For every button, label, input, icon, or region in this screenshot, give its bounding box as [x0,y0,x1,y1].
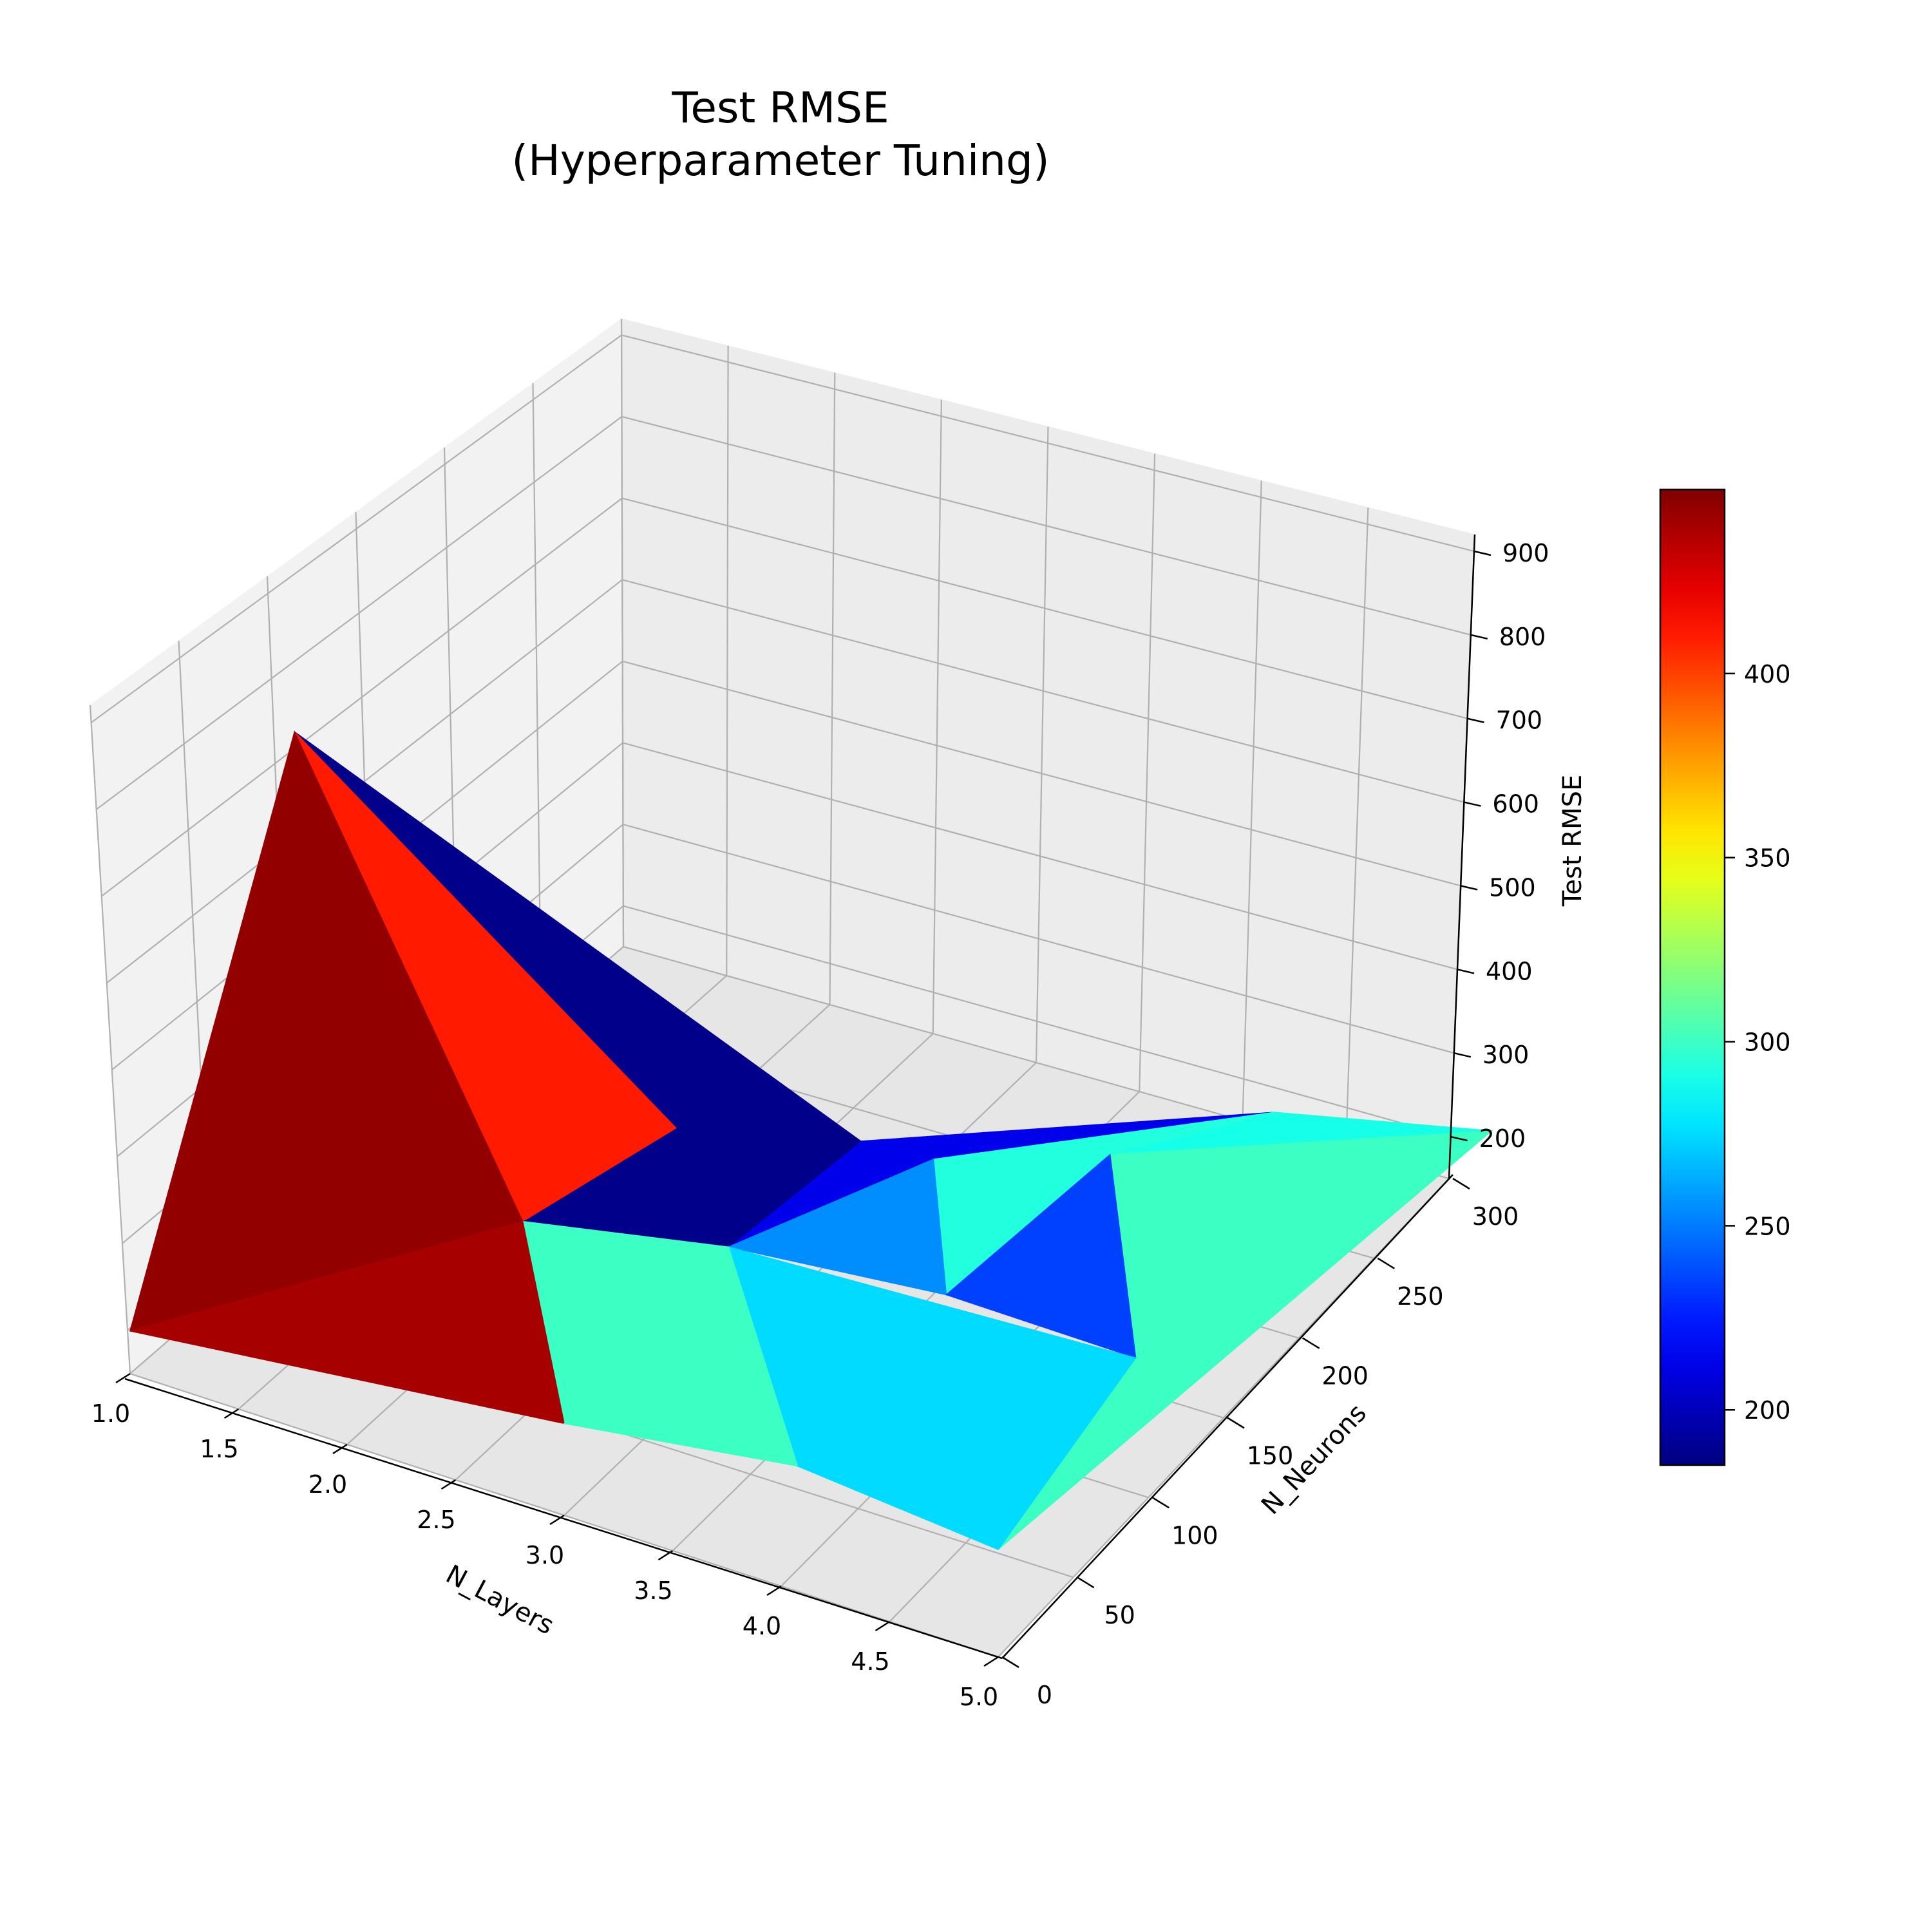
z-tick-mark [1457,969,1475,974]
surface [129,730,1493,1551]
x-tick-label: 5.0 [960,1683,998,1711]
tick-labels: 1.0 1.5 2.0 2.5 3.0 3.5 4.0 4.5 5.0 0 50 100 150 200 2… [91,539,1549,1711]
z-tick-mark [1454,1052,1472,1058]
y-tick-label: 0 [1037,1681,1052,1709]
x-tick-mark [766,1585,782,1596]
z-tick-label: 800 [1499,623,1546,651]
y-tick-mark [1227,1417,1245,1429]
x-tick-label: 2.5 [417,1506,455,1534]
z-tick-label: 600 [1492,790,1539,819]
y-gridline [620,318,1450,1180]
x-tick-mark [223,1408,240,1419]
z-axis-line [1448,534,1476,1179]
surface-triangle [796,1357,1137,1551]
z-tick-label: 700 [1496,706,1543,735]
x-tick-label: 1.5 [200,1435,238,1463]
x-tick-mark [332,1443,348,1455]
colorbar-gradient [1659,488,1726,1466]
z-tick-label: 200 [1479,1124,1526,1153]
colorbar: 200 250 300 350 400 [1659,488,1791,1466]
z-tick-mark [1464,801,1481,807]
colorbar-tick-label: 300 [1744,1028,1791,1057]
surface-triangle [726,1159,947,1296]
y-tick-label: 150 [1247,1442,1294,1470]
colorbar-tick-label: 350 [1744,844,1791,873]
z-tick-mark [1470,634,1488,640]
y-tick-mark [1377,1257,1395,1269]
x-tick-label: 2.0 [308,1470,347,1499]
x-axis-label: N_Layers [441,1559,559,1640]
x-tick-mark [875,1620,891,1632]
y-tick-mark [1302,1337,1320,1349]
colorbar-tick-label: 200 [1744,1396,1791,1425]
y-tick-mark [1077,1577,1095,1589]
x-tick-label: 4.5 [851,1647,889,1676]
surface-triangle [129,1220,565,1425]
x-tick-label: 3.0 [526,1541,564,1569]
chart-title-line-1: Test RMSE [671,83,889,133]
surface-triangle [563,1245,799,1467]
z-gridline [96,415,1472,810]
z-gridline [101,497,1468,897]
z-tick-label: 900 [1502,539,1549,567]
x-tick-mark [440,1479,457,1490]
chart-title-line-2: (Hyperparameter Tuning) [511,136,1049,185]
z-tick-mark [1467,717,1484,723]
colorbar-tick-label: 400 [1744,660,1791,688]
z-tick-label: 500 [1489,873,1536,902]
colorbar-tick-label: 250 [1744,1212,1791,1240]
colorbar-ticks: 200 250 300 350 400 [1725,660,1791,1425]
y-tick-label: 50 [1104,1601,1135,1629]
z-tick-mark [1460,885,1478,891]
x-axis-line [124,1378,1003,1660]
z-tick-label: 300 [1482,1041,1530,1069]
y-tick-label: 250 [1397,1282,1444,1311]
y-tick-mark [1452,1177,1470,1190]
z-tick-mark [1473,550,1492,556]
z-axis-label: Test RMSE [1558,775,1587,907]
x-tick-mark [549,1514,565,1526]
x-tick-mark [658,1549,674,1561]
x-tick-label: 1.0 [91,1399,130,1428]
x-tick-label: 3.5 [634,1577,672,1605]
chart-title: Test RMSE (Hyperparameter Tuning) [511,83,1049,185]
y-tick-mark [1151,1497,1170,1509]
y-tick-label: 100 [1171,1521,1218,1549]
x-tick-mark [115,1372,131,1384]
surface-triangle [945,1153,1137,1359]
x-tick-mark [983,1656,999,1667]
z-tick-label: 400 [1486,957,1533,985]
y-tick-label: 200 [1321,1362,1368,1390]
z-gridline [90,334,1475,723]
y-tick-mark [1001,1656,1019,1669]
z-tick-mark [1450,1135,1468,1142]
y-tick-label: 300 [1472,1202,1519,1231]
x-tick-label: 4.0 [743,1612,781,1640]
